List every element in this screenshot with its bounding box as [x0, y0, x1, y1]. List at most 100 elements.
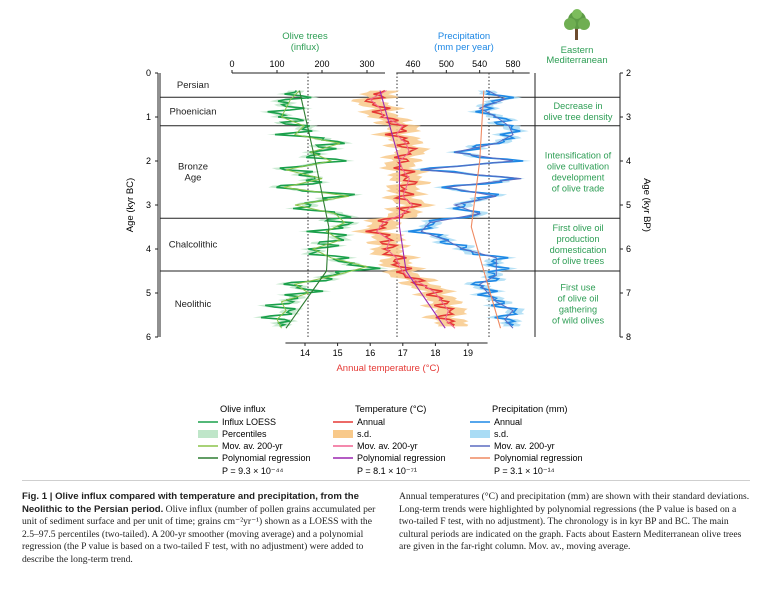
med-fact-line: domestication [550, 245, 607, 255]
olive-header-line1: Olive trees [282, 31, 328, 42]
right-tick-label: 3 [626, 112, 631, 122]
caption-left: Fig. 1 | Olive influx compared with temp… [22, 491, 380, 567]
olive-moving-average [276, 90, 369, 329]
right-tick-label: 8 [626, 332, 631, 342]
left-age-axis: 0 1 2 3 4 5 6 [146, 68, 159, 342]
legend-item: Mov. av. 200-yr [222, 441, 283, 451]
period-label: Phoenician [169, 107, 216, 118]
med-fact-line: First use [560, 283, 595, 293]
olive-polynomial [285, 90, 330, 329]
legend-title: Precipitation (mm) [492, 404, 567, 414]
left-tick-label: 3 [146, 200, 151, 210]
legend: Olive influx Influx LOESS Percentiles Mov. … [198, 404, 583, 476]
temperature-axis-label: Annual temperature (°C) [336, 363, 439, 374]
caption-right: Annual temperatures (°C) and precipitati… [399, 491, 750, 553]
right-age-axis: 2 3 4 5 6 7 8 [620, 68, 631, 342]
legend-item: Influx LOESS [222, 417, 276, 427]
precip-polynomial [470, 90, 502, 329]
left-tick-label: 1 [146, 112, 151, 122]
left-axis-label: Age (kyr BC) [125, 178, 136, 232]
med-fact-line: First olive oil [552, 223, 603, 233]
med-fact-line: olive tree density [544, 112, 613, 122]
temp-moving-average [369, 90, 456, 329]
legend-pvalue: P = 3.1 × 10⁻¹⁴ [494, 466, 555, 476]
olive-tick-label: 300 [359, 59, 374, 69]
legend-item: s.d. [494, 429, 509, 439]
olive-tick-label: 100 [269, 59, 284, 69]
precip-tick-label: 540 [472, 59, 487, 69]
period-label: Chalcolithic [169, 240, 218, 251]
legend-item: s.d. [357, 429, 372, 439]
caption-left-text: Olive influx (number of pollen grains ac… [22, 503, 376, 565]
olive-header: Olive trees (influx) [282, 31, 328, 53]
med-fact-line: development [552, 173, 605, 183]
figure-chart: Olive trees (influx) Precipitation (mm p… [125, 9, 652, 476]
med-header-line2: Mediterranean [546, 55, 607, 66]
precip-header: Precipitation (mm per year) [434, 31, 494, 53]
legend-item: Polynomial regression [222, 453, 311, 463]
olive-tick-label: 200 [314, 59, 329, 69]
legend-pvalue: P = 9.3 × 10⁻⁴⁴ [222, 466, 283, 476]
olive-line [260, 90, 381, 328]
right-tick-label: 4 [626, 156, 631, 166]
temperature-axis: 14 15 16 17 18 19 [285, 342, 488, 358]
med-fact-line: production [557, 234, 600, 244]
temp-band [350, 90, 469, 327]
right-tick-label: 5 [626, 200, 631, 210]
olive-header-line2: (influx) [291, 42, 320, 53]
legend-swatch [470, 430, 490, 438]
olive-axis: 0 100 200 300 [229, 59, 385, 74]
caption-title: Fig. 1 | Olive influx compared with temp… [22, 491, 359, 515]
med-fact-line: gathering [559, 305, 597, 315]
legend-item: Polynomial regression [494, 453, 583, 463]
precip-header-line1: Precipitation [438, 31, 490, 42]
left-tick-label: 2 [146, 156, 151, 166]
temp-tick-label: 15 [333, 348, 343, 358]
precip-axis: 460 500 540 580 [396, 59, 530, 74]
precip-line [408, 89, 524, 327]
precip-header-line2: (mm per year) [434, 42, 494, 53]
temp-tick-label: 14 [300, 348, 310, 358]
med-fact-line: Decrease in [553, 101, 602, 111]
period-label: Bronze [178, 162, 208, 173]
temp-tick-label: 18 [430, 348, 440, 358]
legend-title: Olive influx [220, 404, 266, 414]
left-tick-label: 6 [146, 332, 151, 342]
med-fact-line: of wild olives [552, 316, 604, 326]
precip-tick-label: 580 [505, 59, 520, 69]
legend-swatch [198, 430, 218, 438]
olive-tick-label: 0 [229, 59, 234, 69]
legend-item: Mov. av. 200-yr [357, 441, 418, 451]
med-fact-line: olive cultivation [547, 162, 609, 172]
legend-item: Annual [494, 417, 522, 427]
med-header-line1: Eastern [561, 45, 594, 56]
temp-tick-label: 19 [463, 348, 473, 358]
temp-tick-label: 16 [365, 348, 375, 358]
temp-tick-label: 17 [398, 348, 408, 358]
olive-tree-icon [564, 9, 590, 40]
period-label: Neolithic [175, 299, 212, 310]
precip-tick-label: 460 [405, 59, 420, 69]
med-fact-line: of olive trade [552, 184, 605, 194]
legend-title: Temperature (°C) [355, 404, 426, 414]
series-lines [260, 89, 524, 329]
right-tick-label: 6 [626, 244, 631, 254]
period-label: Persian [177, 80, 209, 91]
med-fact-line: Intensification of [545, 151, 612, 161]
right-tick-label: 2 [626, 68, 631, 78]
legend-item: Polynomial regression [357, 453, 446, 463]
med-fact-line: of olive oil [558, 294, 599, 304]
right-axis-label: Age (kyr BP) [641, 178, 652, 232]
legend-item: Percentiles [222, 429, 267, 439]
precip-tick-label: 500 [439, 59, 454, 69]
left-tick-label: 5 [146, 288, 151, 298]
right-tick-label: 7 [626, 288, 631, 298]
legend-item: Mov. av. 200-yr [494, 441, 555, 451]
period-label: Age [185, 173, 202, 184]
precip-moving-average [420, 90, 522, 329]
temp-polynomial [379, 90, 446, 329]
med-fact-line: of olive trees [552, 256, 604, 266]
med-header: Eastern Mediterranean [546, 45, 607, 66]
